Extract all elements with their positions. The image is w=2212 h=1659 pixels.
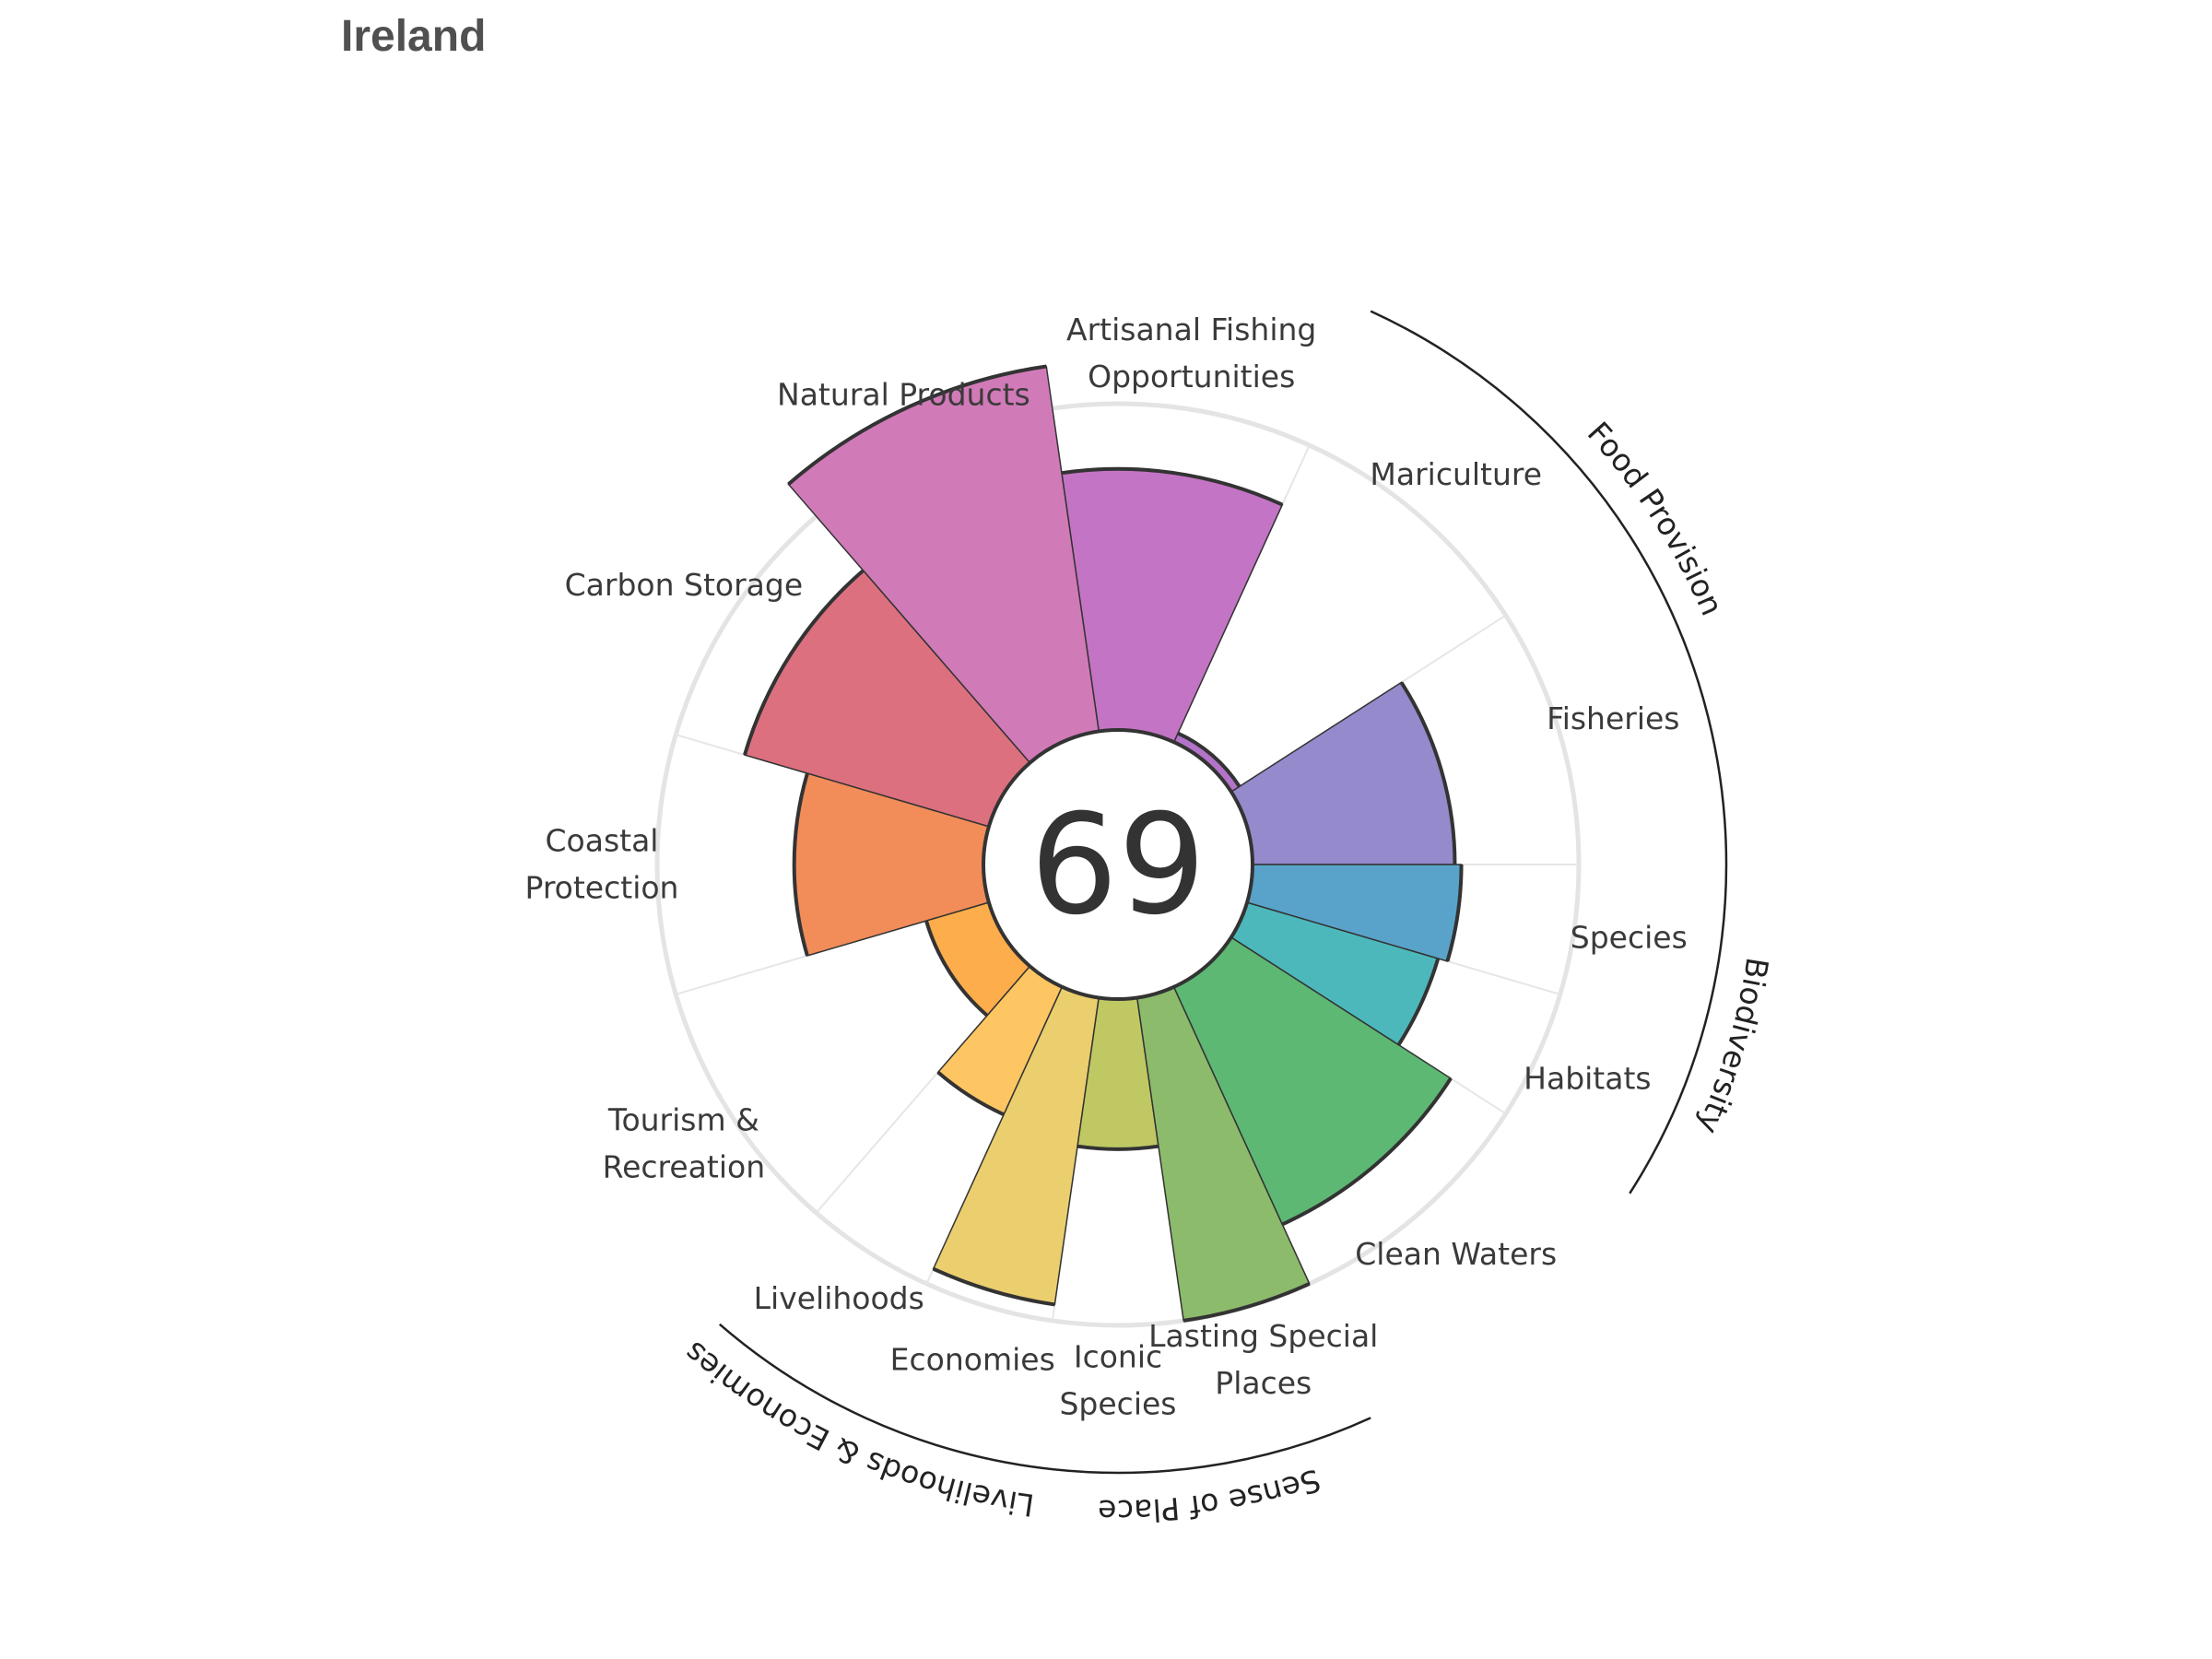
label-coastal-protection: Coastal Protection (525, 823, 679, 906)
label-artisanal-fishing-opportunities: Artisanal Fishing Opportunities (1066, 312, 1316, 394)
label-natural-products: Natural Products (777, 377, 1030, 413)
petal-outline-carbon-storage (743, 569, 865, 756)
petal-outline-fisheries (1399, 681, 1457, 865)
center-circle (982, 728, 1254, 1001)
petals (743, 364, 1464, 1323)
label-habitats: Habitats (1524, 1061, 1651, 1097)
label-mariculture: Mariculture (1370, 456, 1542, 492)
label-livelihoods: Livelihoods (754, 1280, 924, 1316)
group-arc-biodiversity (1629, 864, 1728, 1194)
petal-outline-species (1445, 864, 1464, 962)
goal-labels: Fisheries Mariculture Artisanal Fishing Opp… (525, 312, 1688, 1421)
center: 69 (982, 728, 1254, 1001)
petal-outline-natural-products (787, 364, 1047, 486)
petal-outline-mariculture (1177, 731, 1241, 788)
petal-outline-lasting-special-places (1182, 1282, 1311, 1323)
petal-outline-habitats (1396, 958, 1441, 1046)
label-iconic-species: Iconic Species (1059, 1339, 1176, 1422)
label-economies: Economies (890, 1341, 1055, 1377)
group-arc-sense-of-place (1030, 1417, 1371, 1475)
petal-outline-economies (932, 1266, 1055, 1307)
label-lasting-special-places: Lasting Special Places (1148, 1318, 1378, 1401)
group-arc-food-provision (1370, 310, 1728, 865)
petal-outline-tourism-recreation (924, 920, 989, 1018)
label-species: Species (1571, 920, 1688, 956)
petal-outline-coastal-protection (792, 772, 809, 957)
group-arc-livelihoods-economies (718, 1323, 1032, 1468)
group-label-food-provision: Food Provision (1581, 415, 1731, 620)
petal-fisheries (1230, 681, 1456, 865)
petal-outline-iconic-species (1077, 1144, 1159, 1151)
label-clean-waters: Clean Waters (1355, 1236, 1557, 1272)
group-label-biodiversity: Biodiversity (1690, 955, 1776, 1139)
label-tourism-recreation: Tourism & Recreation (603, 1101, 765, 1184)
chart-title: Ireland (341, 12, 487, 61)
petal-outline-artisanal-fishing-opportunities (1061, 466, 1284, 507)
petal-outline-livelihoods (936, 1070, 1005, 1117)
overall-score: 69 (1030, 785, 1206, 946)
label-carbon-storage: Carbon Storage (565, 567, 804, 603)
label-fisheries: Fisheries (1547, 700, 1679, 736)
petal-outline-clean-waters (1281, 1077, 1453, 1227)
